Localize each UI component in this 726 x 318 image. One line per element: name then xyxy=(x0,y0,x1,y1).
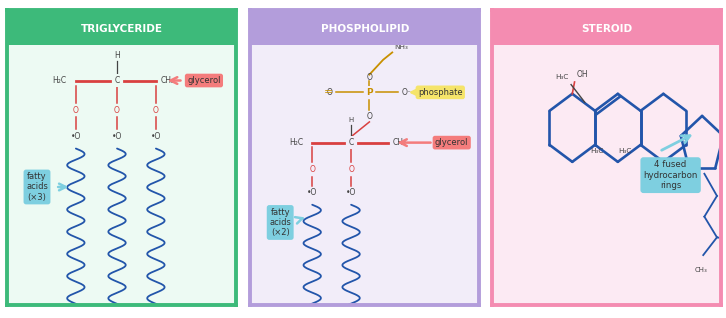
Text: =: = xyxy=(324,87,333,97)
Text: PHOSPHOLIPID: PHOSPHOLIPID xyxy=(321,24,409,34)
Text: glycerol: glycerol xyxy=(435,138,468,147)
Text: H: H xyxy=(114,51,120,60)
Text: •O: •O xyxy=(346,188,356,197)
Text: •O: •O xyxy=(151,132,161,141)
Text: CH₂: CH₂ xyxy=(160,76,175,85)
Text: P: P xyxy=(366,88,372,97)
Text: O: O xyxy=(114,106,120,114)
FancyBboxPatch shape xyxy=(7,10,236,45)
Text: O: O xyxy=(367,112,372,121)
Text: 4 fused
hydrocarbon
rings: 4 fused hydrocarbon rings xyxy=(643,160,698,190)
Text: fatty
acids
(×3): fatty acids (×3) xyxy=(26,172,48,202)
Text: O: O xyxy=(367,73,372,82)
Text: OH: OH xyxy=(577,70,589,79)
Text: O⁻: O⁻ xyxy=(401,88,412,97)
Text: H₂C: H₂C xyxy=(52,76,67,85)
Text: O: O xyxy=(348,165,354,174)
Text: CH₂: CH₂ xyxy=(392,138,407,147)
Text: STEROID: STEROID xyxy=(581,24,632,34)
Text: TRIGLYCERIDE: TRIGLYCERIDE xyxy=(81,24,163,34)
FancyBboxPatch shape xyxy=(250,10,479,45)
Text: H₃C: H₃C xyxy=(618,148,632,154)
Text: C: C xyxy=(348,138,354,147)
Text: •O: •O xyxy=(307,188,317,197)
Text: phosphate: phosphate xyxy=(418,88,462,97)
Text: O: O xyxy=(327,88,333,97)
Text: glycerol: glycerol xyxy=(187,76,221,85)
Text: CH₃: CH₃ xyxy=(695,267,707,273)
Text: •O: •O xyxy=(112,132,122,141)
Text: •O: •O xyxy=(70,132,81,141)
Text: H₂C: H₂C xyxy=(289,138,303,147)
Text: O: O xyxy=(153,106,159,114)
FancyBboxPatch shape xyxy=(492,10,721,45)
Text: O: O xyxy=(73,106,79,114)
Text: H: H xyxy=(348,117,354,123)
Text: O: O xyxy=(309,165,315,174)
Text: NH₃: NH₃ xyxy=(394,44,409,50)
Text: H₃C: H₃C xyxy=(591,148,604,154)
Text: fatty
acids
(×2): fatty acids (×2) xyxy=(269,208,291,237)
Text: C: C xyxy=(115,76,120,85)
Text: H₃C: H₃C xyxy=(555,74,568,80)
